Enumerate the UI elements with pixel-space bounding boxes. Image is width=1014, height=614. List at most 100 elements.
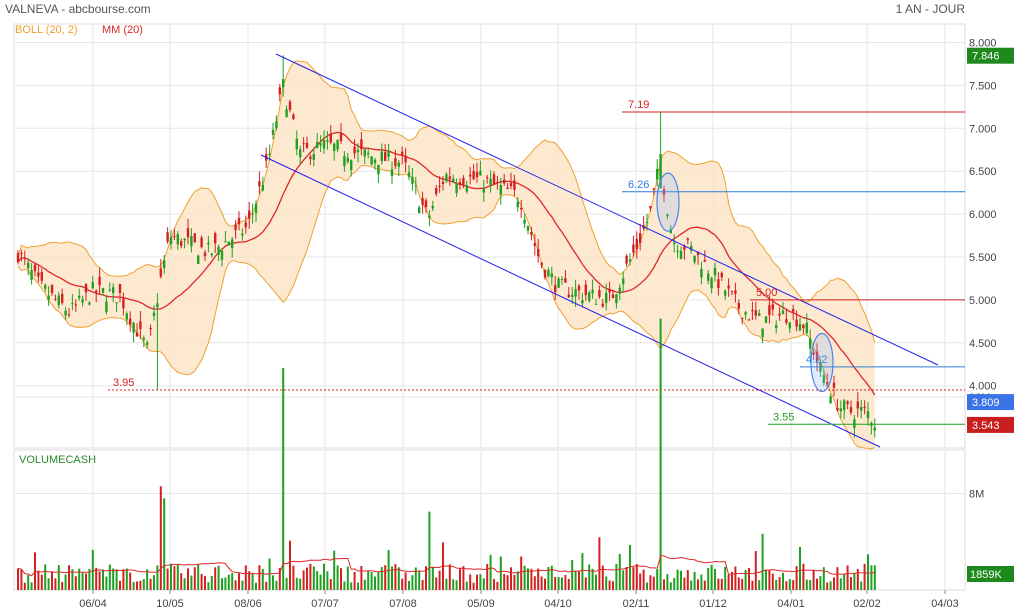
volume-bar xyxy=(635,564,638,590)
volume-bar xyxy=(105,576,108,590)
volume-bar xyxy=(425,566,427,590)
candle-body xyxy=(435,188,438,194)
volume-bar xyxy=(608,580,611,590)
volume-bar xyxy=(649,575,652,590)
volume-bar xyxy=(870,565,873,590)
candle-body xyxy=(81,299,84,303)
volume-bar xyxy=(122,569,125,590)
candle-body xyxy=(873,427,876,431)
candle-body xyxy=(176,234,179,245)
volume-bar xyxy=(499,556,502,590)
volume-bar xyxy=(74,576,77,590)
candle-body xyxy=(540,262,543,266)
candle-body xyxy=(295,138,298,150)
volume-bar xyxy=(282,368,285,590)
volume-bar xyxy=(605,576,608,590)
candle-body xyxy=(27,262,30,269)
volume-bar xyxy=(581,553,584,590)
volume-bar xyxy=(421,580,424,590)
candle-body xyxy=(826,382,829,385)
candle-body xyxy=(710,278,713,289)
candle-body xyxy=(812,352,815,355)
candle-body xyxy=(251,213,254,215)
bollinger-lower xyxy=(17,165,876,450)
candle-body xyxy=(574,289,577,297)
candle-body xyxy=(309,156,312,160)
candle-body xyxy=(815,351,819,362)
candle-body xyxy=(129,318,132,325)
candle-body xyxy=(676,250,679,252)
volume-bar xyxy=(299,578,302,590)
volume-bar xyxy=(207,582,210,590)
volume-bar xyxy=(37,570,40,590)
volume-bar xyxy=(357,582,359,590)
volume-bar xyxy=(489,554,492,590)
highlight-ellipse-nov xyxy=(656,172,680,232)
candle-body xyxy=(292,114,295,119)
candle-body xyxy=(142,338,145,340)
candle-body xyxy=(108,289,111,291)
candle-body xyxy=(564,278,567,283)
candle-body xyxy=(543,270,547,278)
volume-bar xyxy=(819,576,822,590)
volume-bar xyxy=(459,568,461,590)
candle-body xyxy=(571,294,574,297)
volume-bar xyxy=(224,577,227,590)
level-label-7.19: 7.19 xyxy=(628,99,649,111)
candle-body xyxy=(305,142,309,148)
candle-body xyxy=(224,241,227,243)
volume-bar xyxy=(550,565,553,590)
volume-bar xyxy=(238,573,240,590)
volume-bar xyxy=(748,567,750,590)
volume-bar xyxy=(656,569,659,590)
candle-body xyxy=(394,158,397,166)
candle-body xyxy=(778,313,781,316)
volume-bar xyxy=(659,318,662,590)
legend-mm: MM (20) xyxy=(102,24,143,36)
candle-body xyxy=(730,290,734,292)
volume-bar xyxy=(187,568,189,590)
candle-body xyxy=(210,253,213,256)
volume-bar xyxy=(867,554,869,590)
candle-body xyxy=(775,325,778,329)
candle-body xyxy=(829,396,832,404)
volume-bar xyxy=(612,581,614,590)
candle-body xyxy=(537,249,540,257)
volume-bar xyxy=(397,567,400,590)
candle-body xyxy=(788,322,791,329)
volume-bar xyxy=(782,572,784,590)
volume-bar xyxy=(414,567,417,590)
candle-body xyxy=(30,270,33,280)
volume-bar xyxy=(367,570,370,590)
candle-body xyxy=(163,260,166,268)
volume-bar xyxy=(394,564,397,590)
period-label: 1 AN - JOUR xyxy=(896,2,966,16)
volume-bar xyxy=(51,571,53,590)
candle-body xyxy=(414,185,417,187)
candle-body xyxy=(639,233,642,244)
candle-body xyxy=(832,382,836,388)
last-price-badge: 3.543 xyxy=(972,420,1000,432)
channel-lower-line xyxy=(260,154,881,448)
candle-body xyxy=(237,217,241,225)
volume-bar xyxy=(112,568,115,590)
overlay: 7.196.265.004.223.953.55 xyxy=(108,53,965,448)
volume-bar xyxy=(316,571,319,590)
candle-body xyxy=(438,185,441,187)
volume-bar xyxy=(666,574,669,590)
volume-bar xyxy=(561,577,563,590)
candle-body xyxy=(605,292,608,304)
volume-bar xyxy=(826,582,829,590)
candle-body xyxy=(20,252,23,254)
candle-body xyxy=(316,142,319,148)
level-label-3.95: 3.95 xyxy=(113,377,134,389)
volume-bar xyxy=(323,563,325,590)
candle-body xyxy=(761,328,764,338)
volume-bar xyxy=(23,582,26,590)
volume-bar xyxy=(391,566,393,590)
legend-volume: VOLUMECASH xyxy=(19,454,96,466)
volume-bar xyxy=(61,581,64,590)
candle-body xyxy=(764,316,768,323)
candle-body xyxy=(577,285,581,291)
